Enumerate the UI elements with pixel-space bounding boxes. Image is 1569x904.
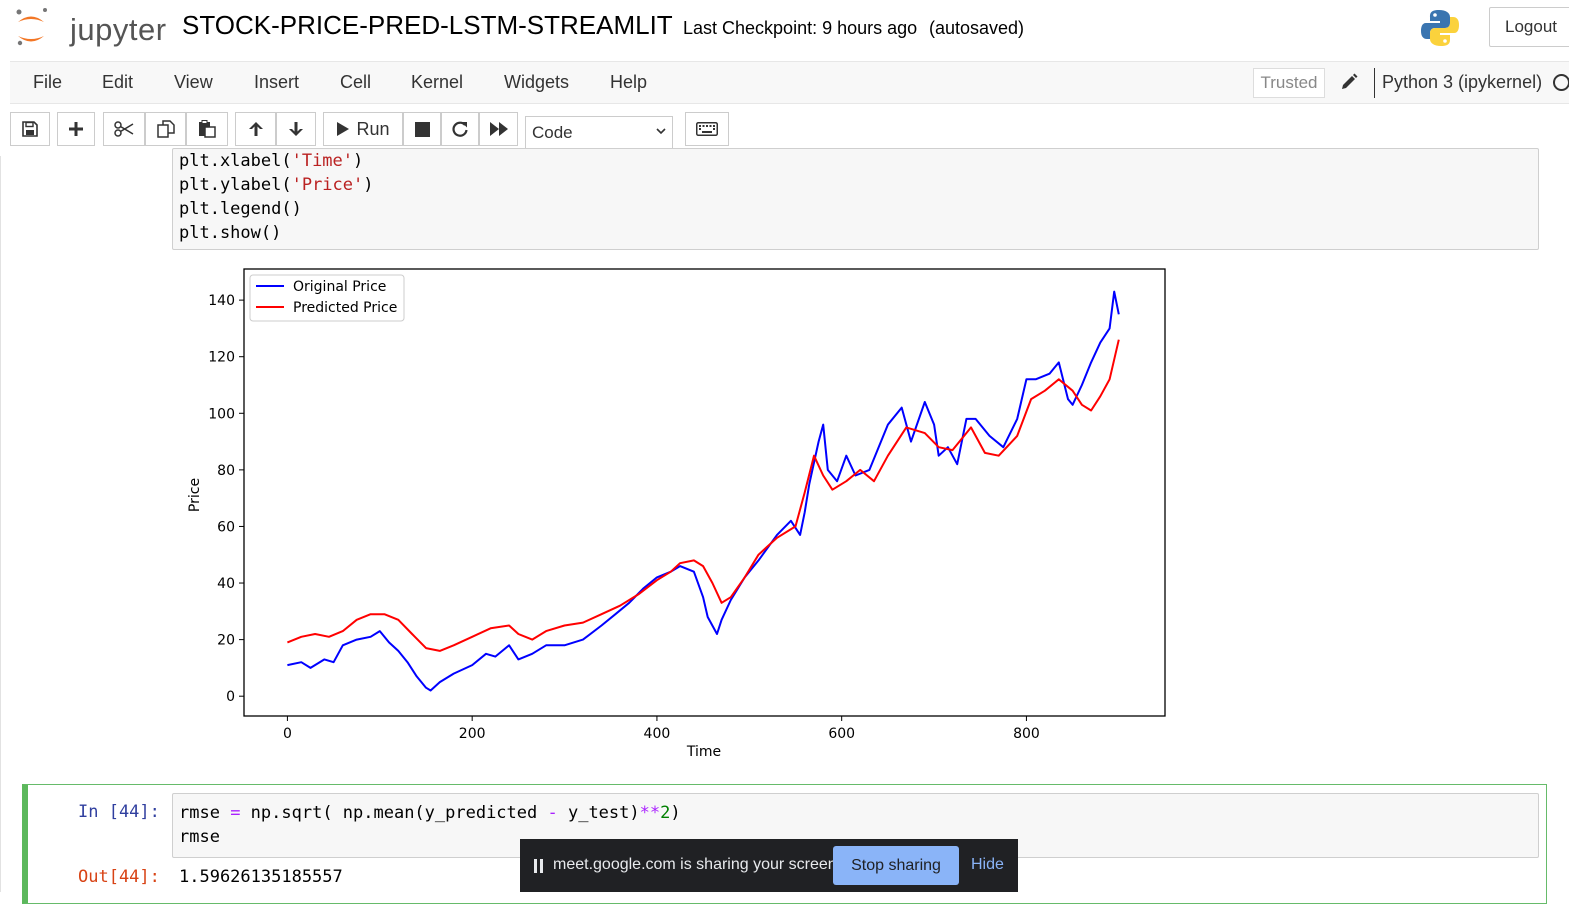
code-editor-previous-cell[interactable]: plt.xlabel('Time') plt.ylabel('Price') p…: [172, 148, 1539, 250]
code-string: 'Time': [291, 151, 354, 171]
code-operator: -: [547, 803, 558, 823]
x-tick-label: 800: [1013, 726, 1040, 742]
command-palette-button[interactable]: [685, 112, 729, 146]
hide-button[interactable]: Hide: [971, 856, 1004, 873]
notebook-header: jupyter STOCK-PRICE-PRED-LSTM-STREAMLIT …: [0, 0, 1569, 60]
screen-share-bar: meet.google.com is sharing your screen. …: [520, 839, 1018, 892]
run-button-label: Run: [356, 118, 390, 139]
y-tick-label: 0: [226, 689, 235, 705]
move-down-button[interactable]: [276, 112, 316, 146]
code-string: 'Price': [291, 175, 364, 195]
series-line-predicted-price: [287, 339, 1120, 652]
code-line: plt.legend(): [179, 199, 302, 219]
series-layer: [287, 290, 1120, 692]
x-tick-label: 400: [644, 726, 671, 742]
arrow-up-icon: [248, 122, 263, 136]
python-logo-icon: [1421, 10, 1459, 46]
pause-icon: [534, 859, 543, 873]
code-line: rmse = np.sqrt( np.mean(y_predicted - y_…: [179, 803, 681, 823]
notebook-title[interactable]: STOCK-PRICE-PRED-LSTM-STREAMLIT: [182, 10, 673, 40]
run-icon: [337, 122, 350, 136]
y-tick-label: 60: [217, 519, 235, 535]
kernel-separator: [1374, 68, 1375, 98]
stop-sharing-button[interactable]: Stop sharing: [833, 846, 959, 885]
jupyter-logo-text: jupyter: [70, 12, 167, 47]
cell-type-value: Code: [532, 123, 573, 142]
toolbar: Run Code: [0, 104, 1569, 154]
menu-cell[interactable]: Cell: [340, 72, 372, 92]
legend-label-original: Original Price: [293, 279, 386, 295]
code-operator: =: [230, 803, 241, 823]
code-line: plt.show(): [179, 223, 282, 243]
restart-icon: [452, 121, 468, 137]
save-button[interactable]: [10, 112, 50, 146]
output-value: 1.59626135185557: [179, 867, 343, 887]
menu-kernel[interactable]: Kernel: [411, 72, 464, 92]
code-line: plt.xlabel('Time'): [179, 151, 364, 171]
menu-insert[interactable]: Insert: [254, 72, 300, 92]
copy-icon: [156, 120, 175, 138]
move-up-button[interactable]: [235, 112, 276, 146]
y-axis-ticks: 0 20 40 60 80 100 120 140: [208, 293, 244, 705]
legend-label-predicted: Predicted Price: [293, 300, 397, 316]
legend-box: [249, 274, 405, 322]
paste-button[interactable]: [186, 112, 228, 146]
arrow-down-icon: [289, 122, 303, 136]
run-button[interactable]: Run: [323, 112, 403, 146]
code-number: 2: [660, 803, 671, 823]
pencil-icon[interactable]: [1340, 73, 1358, 91]
legend: Original Price Predicted Price: [249, 274, 405, 322]
y-tick-label: 40: [217, 576, 235, 592]
menu-help[interactable]: Help: [610, 72, 648, 92]
cell-type-select[interactable]: Code: [525, 116, 673, 150]
y-tick-label: 80: [217, 463, 235, 479]
menu-edit[interactable]: Edit: [102, 72, 134, 92]
y-tick-label: 20: [217, 633, 235, 649]
fast-forward-icon: [489, 122, 508, 136]
menu-file[interactable]: File: [33, 72, 63, 92]
autosave-status: (autosaved): [929, 18, 1025, 38]
share-message: meet.google.com is sharing your screen.: [553, 856, 842, 873]
line-chart: 0 200 400 600 800 0 20 40 60 80 100 120 140 Time Pr…: [187, 268, 1166, 760]
x-tick-label: 200: [459, 726, 486, 742]
kernel-idle-icon: [1553, 74, 1569, 91]
output-prompt: Out[44]:: [78, 867, 160, 887]
x-axis-label: Time: [686, 744, 721, 760]
menu-view[interactable]: View: [174, 72, 213, 92]
code-operator: **: [639, 803, 661, 823]
y-tick-label: 140: [208, 293, 235, 309]
paste-icon: [199, 120, 216, 138]
restart-button[interactable]: [441, 112, 479, 146]
cut-icon: [114, 121, 134, 137]
interrupt-button[interactable]: [403, 112, 441, 146]
copy-button[interactable]: [145, 112, 186, 146]
checkpoint-status: Last Checkpoint: 9 hours ago: [683, 18, 918, 38]
jupyter-logo-icon: [16, 8, 47, 46]
y-axis-label: Price: [187, 478, 203, 512]
logout-button[interactable]: Logout: [1489, 7, 1569, 47]
code-line: rmse: [179, 827, 220, 847]
save-icon: [22, 121, 38, 137]
code-line: plt.ylabel('Price'): [179, 175, 374, 195]
input-prompt: In [44]:: [78, 802, 160, 822]
x-tick-label: 600: [828, 726, 855, 742]
trusted-indicator[interactable]: Trusted: [1253, 68, 1325, 98]
stop-icon: [414, 121, 430, 137]
jupyter-logo[interactable]: jupyter: [14, 6, 167, 48]
menu-widgets[interactable]: Widgets: [504, 72, 570, 92]
y-tick-label: 100: [208, 406, 235, 422]
notebook-left-border: [0, 156, 1, 892]
cut-button[interactable]: [103, 112, 145, 146]
y-tick-label: 120: [208, 350, 235, 366]
x-tick-label: 0: [283, 726, 292, 742]
keyboard-icon: [696, 122, 718, 136]
menubar: File Edit View Insert Cell Kernel Widget…: [10, 61, 1569, 104]
insert-cell-button[interactable]: [57, 112, 95, 146]
plus-icon: [69, 122, 83, 136]
plot-area: [243, 268, 1166, 717]
restart-run-all-button[interactable]: [479, 112, 518, 146]
chevron-down-icon: [656, 128, 666, 135]
kernel-name[interactable]: Python 3 (ipykernel): [1382, 72, 1543, 92]
x-axis-ticks: 0 200 400 600 800: [283, 716, 1040, 742]
